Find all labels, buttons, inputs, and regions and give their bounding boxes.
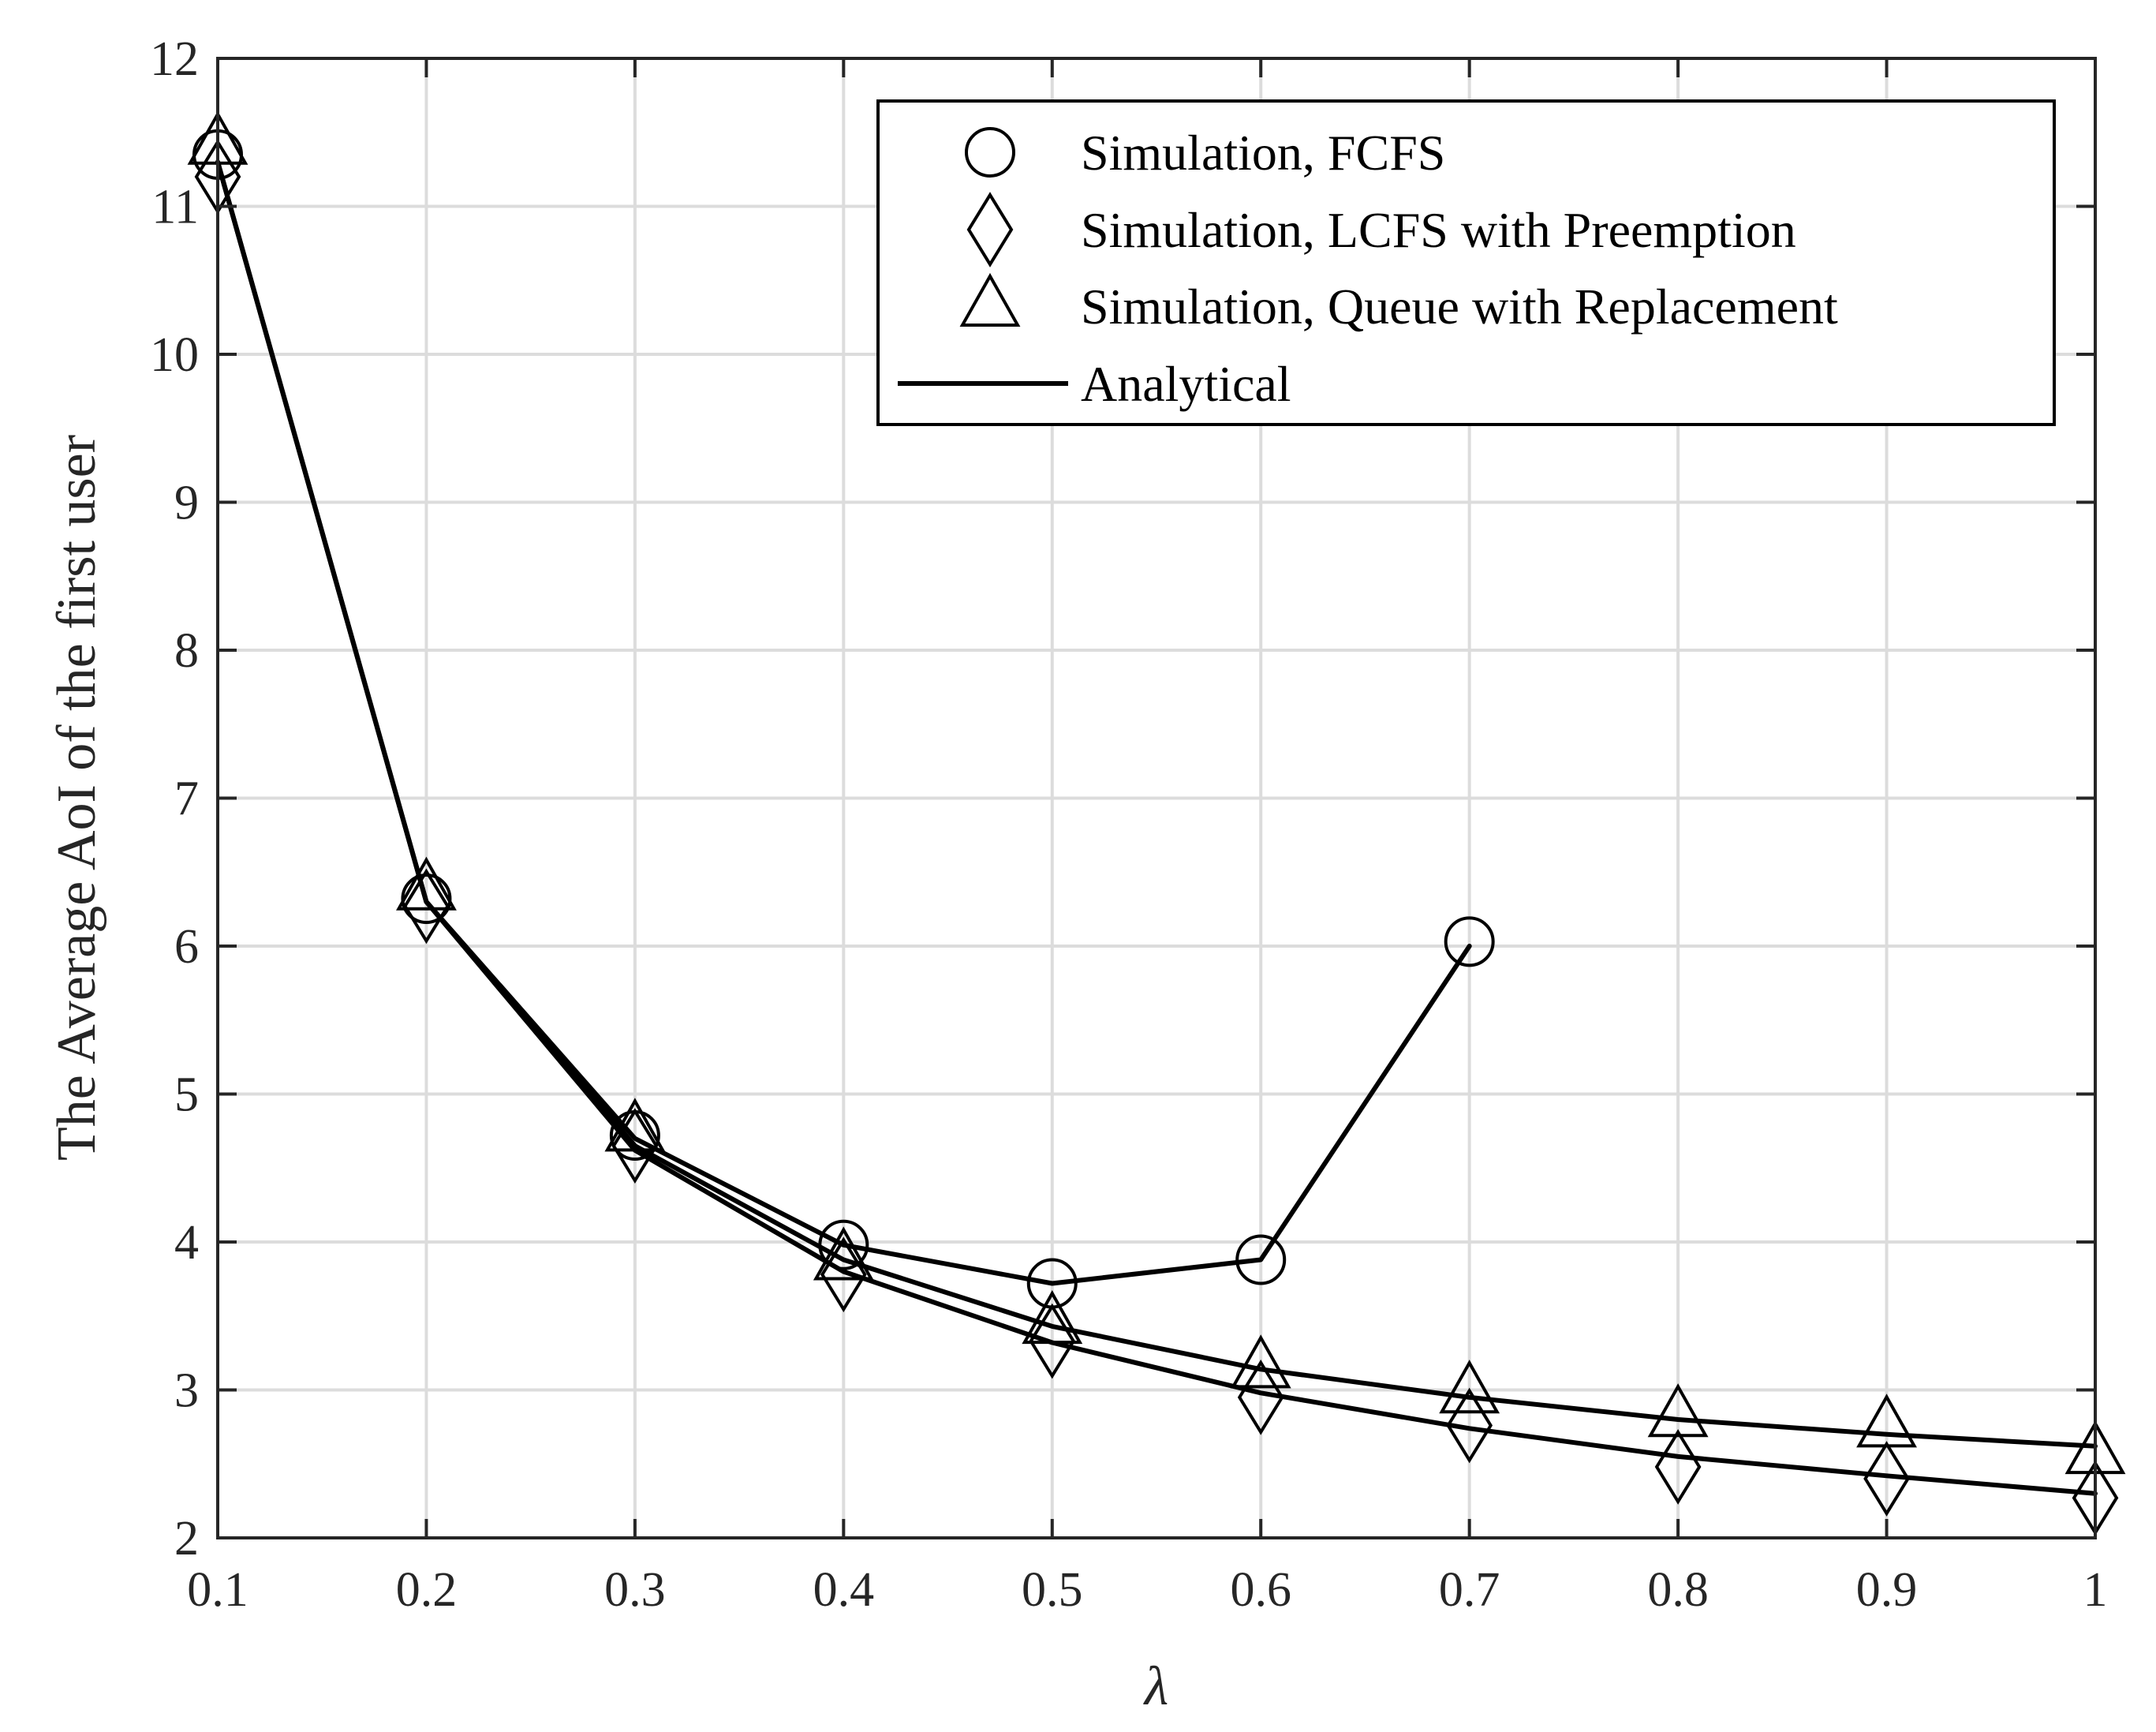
y-tick-label: 10 <box>150 328 199 382</box>
y-tick-label: 9 <box>174 477 199 530</box>
x-tick-label: 0.1 <box>187 1563 248 1617</box>
legend-box <box>876 99 2056 426</box>
y-tick-label: 11 <box>151 181 199 234</box>
analytical-curve-3 <box>215 159 2098 1449</box>
circle-marker <box>1444 916 1495 967</box>
y-tick-label: 8 <box>174 624 199 678</box>
circle-marker <box>1235 1234 1287 1285</box>
triangle-marker <box>1022 1290 1083 1345</box>
y-tick-label: 4 <box>174 1216 199 1270</box>
y-tick-label: 12 <box>150 32 199 86</box>
x-tick-label: 0.3 <box>604 1563 666 1617</box>
axis-ticks: 0.1 0.2 0.3 0.4 0.5 0.6 0.7 0.8 0.9 1234567891011… <box>150 32 2108 1617</box>
triangle-marker <box>1230 1334 1291 1389</box>
diamond-marker <box>1654 1429 1702 1505</box>
x-tick-label: 0.2 <box>396 1563 458 1617</box>
circle-marker <box>818 1219 869 1270</box>
x-tick-label: 1 <box>2083 1563 2108 1617</box>
legend-circle-symbol <box>965 127 1015 178</box>
legend-label: Simulation, LCFS with Preemption <box>1081 202 1796 258</box>
simulation-markers <box>187 110 2126 1536</box>
legend-diamond-symbol <box>966 192 1014 267</box>
y-axis-title: The Average AoI of the first user <box>47 435 107 1161</box>
x-tick-label: 0.4 <box>813 1563 875 1617</box>
analytical-curves <box>215 159 2098 1496</box>
triangle-marker <box>1647 1383 1709 1438</box>
triangle-marker <box>1856 1393 1917 1448</box>
x-tick-label: 0.8 <box>1647 1563 1709 1617</box>
legend-label: Simulation, FCFS <box>1081 125 1445 181</box>
legend-triangle-symbol <box>959 272 1021 327</box>
diamond-marker <box>403 868 450 945</box>
legend: Simulation, FCFS Simulation, LCFS with Pr… <box>876 99 2056 426</box>
y-tick-label: 5 <box>174 1068 199 1122</box>
x-tick-label: 0.5 <box>1022 1563 1083 1617</box>
y-tick-label: 3 <box>174 1364 199 1418</box>
y-tick-label: 2 <box>174 1512 199 1566</box>
triangle-marker <box>1439 1360 1500 1414</box>
diamond-marker <box>820 1236 867 1313</box>
x-tick-label: 0.9 <box>1856 1563 1918 1617</box>
diamond-marker <box>1863 1441 1910 1517</box>
x-tick-label: 0.7 <box>1439 1563 1500 1617</box>
x-tick-label: 0.6 <box>1230 1563 1291 1617</box>
x-axis-title: λ <box>1143 1656 1168 1717</box>
y-tick-label: 7 <box>174 772 199 826</box>
legend-label: Analytical <box>1081 356 1291 412</box>
diamond-marker <box>611 1108 659 1184</box>
y-tick-label: 6 <box>174 920 199 974</box>
diamond-marker <box>1446 1387 1493 1464</box>
diamond-marker <box>1029 1303 1076 1379</box>
legend-label: Simulation, Queue with Replacement <box>1081 279 1838 335</box>
triangle-marker <box>604 1098 666 1152</box>
triangle-marker <box>396 856 457 911</box>
triangle-marker <box>813 1226 874 1281</box>
